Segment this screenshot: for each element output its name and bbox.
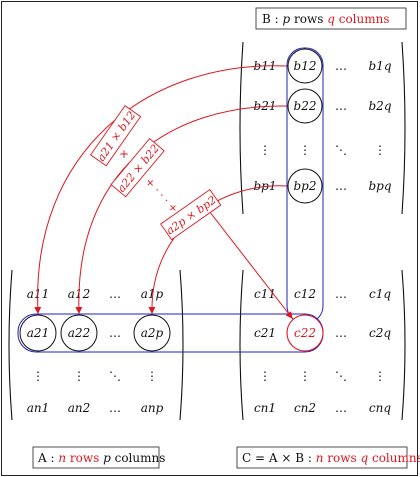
matrix-b-left-bracket — [239, 41, 244, 215]
b-cell: … — [335, 59, 347, 73]
c-cell: c2q — [369, 326, 391, 340]
b-cell: b22 — [294, 99, 317, 113]
a-cell: an1 — [27, 401, 50, 415]
a-cell: a22 — [68, 326, 90, 340]
c-label: C = A × B : n rows q columns — [236, 446, 420, 469]
a-cell: a2p — [141, 326, 164, 340]
a-cell: ⋮ — [73, 369, 85, 383]
a-cell: an2 — [68, 401, 91, 415]
c-cell: … — [335, 326, 347, 340]
plus-sign-1: + — [119, 147, 129, 161]
c-cell: ⋮ — [374, 369, 386, 383]
arrow-b12-to-a21 — [34, 65, 288, 314]
b-label: B : p rows q columns — [255, 7, 407, 30]
c-cell: cnq — [369, 401, 391, 415]
matrix-c: c11 c12 … c1q c21 c22 … c2q ⋮ ⋮ ⋱ ⋮ cn1 … — [254, 287, 391, 415]
circle-b12 — [287, 48, 323, 84]
circle-a2p — [133, 314, 171, 352]
a-cell: anp — [141, 401, 164, 415]
c-cell: cn2 — [294, 401, 316, 415]
matrix-a: a11 a12 … a1p a21 a22 … a2p ⋮ ⋮ ⋱ ⋮ an1 … — [27, 287, 164, 415]
b-cell: ⋮ — [259, 143, 271, 157]
matrix-a-left-bracket — [8, 269, 13, 421]
c-cell: ⋱ — [335, 369, 347, 383]
matrix-c-right-bracket — [401, 269, 406, 421]
circle-bp2 — [287, 168, 323, 204]
b-cell: b1q — [369, 59, 392, 73]
c-cell: c1q — [369, 287, 391, 301]
matrix-a-right-bracket — [179, 269, 184, 421]
circle-c22 — [286, 314, 324, 352]
a-cell: a1p — [141, 287, 164, 301]
a-cell: … — [109, 326, 121, 340]
circle-a21 — [19, 314, 57, 352]
a-cell: a21 — [27, 326, 49, 340]
c-cell: ⋮ — [299, 369, 311, 383]
b-cell: bpq — [368, 179, 391, 193]
b-cell: ⋮ — [299, 143, 311, 157]
a-cell: … — [109, 287, 121, 301]
matrix-c-left-bracket — [239, 269, 244, 421]
b-cell: bp2 — [294, 179, 317, 193]
c-cell: c12 — [294, 287, 316, 301]
a-cell: ⋮ — [32, 369, 44, 383]
a-cell: … — [109, 401, 121, 415]
svg-text:+ · · · +: + · · · + — [142, 175, 180, 216]
b-cell: ⋱ — [335, 143, 347, 157]
svg-text:a21 × b12: a21 × b12 — [95, 109, 139, 164]
c-cell: … — [335, 287, 347, 301]
svg-text:A : n rows p columns: A : n rows p columns — [37, 451, 165, 465]
svg-text:B : p rows q columns: B : p rows q columns — [262, 12, 390, 26]
arrow-sum-to-c22 — [205, 206, 293, 319]
b-cell: b2q — [369, 99, 392, 113]
b-cell: b12 — [294, 59, 317, 73]
b-cell: bp1 — [254, 179, 277, 193]
circle-a22 — [60, 314, 98, 352]
b-cell: … — [335, 99, 347, 113]
c-cell: c21 — [254, 326, 276, 340]
c-cell: ⋮ — [259, 369, 271, 383]
c-cell: … — [335, 401, 347, 415]
c-cell: cn1 — [254, 401, 276, 415]
plus-dots: + · · · + — [142, 175, 180, 216]
a-cell: ⋱ — [109, 369, 121, 383]
a-cell: ⋮ — [146, 369, 158, 383]
svg-text:C = A × B : n rows q columns: C = A × B : n rows q columns — [242, 451, 420, 465]
b-cell: … — [335, 179, 347, 193]
circle-b22 — [287, 88, 323, 124]
matrix-b: b11 b12 … b1q b21 b22 … b2q ⋮ ⋮ ⋱ ⋮ bp1 … — [254, 59, 392, 193]
b-cell: ⋮ — [374, 143, 386, 157]
matrix-b-right-bracket — [401, 41, 406, 215]
c-cell-highlighted: c22 — [294, 326, 316, 340]
c-cell: c11 — [254, 287, 276, 301]
a-label: A : n rows p columns — [32, 446, 165, 469]
